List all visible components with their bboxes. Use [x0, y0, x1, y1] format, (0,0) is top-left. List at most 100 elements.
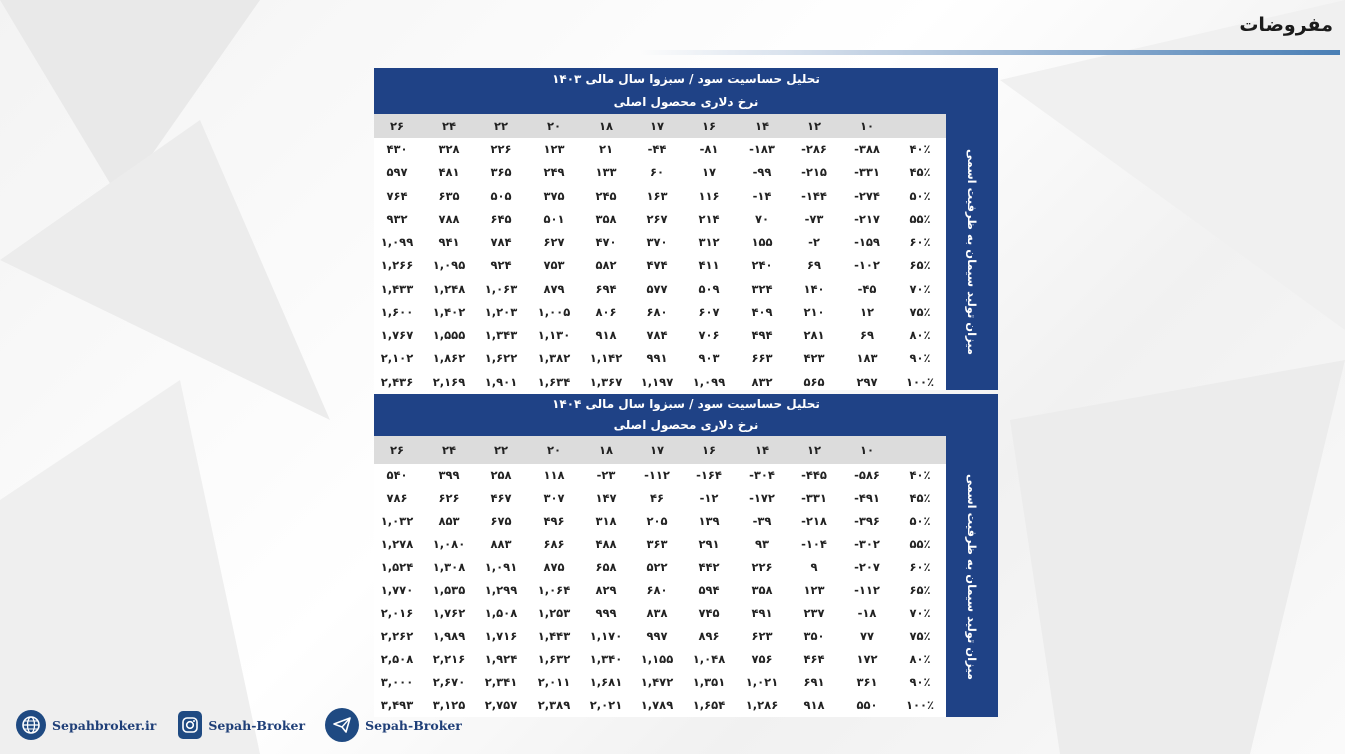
table-cell: ۱,۶۲۲	[484, 351, 518, 366]
table-cell: ۴۶	[649, 491, 665, 505]
table-cell: ۲,۵۰۸	[380, 652, 414, 666]
sensitivity-table-1403: تحلیل حساسیت سود / سبزوا سال مالی ۱۴۰۳ ن…	[374, 68, 998, 390]
table-cell: ۱,۲۵۳	[537, 606, 571, 620]
table-cell: ۲۱۴	[698, 211, 720, 226]
row-label: ۴۰٪	[909, 468, 931, 482]
telegram-link[interactable]: Sepah-Broker	[325, 708, 462, 742]
column-header: ۲۴	[441, 443, 457, 457]
table-cell: ۲۳۷	[803, 606, 825, 620]
table-cell: -۵۸۶	[854, 468, 880, 482]
column-header: ۱۸	[598, 119, 614, 133]
table-cell: -۱۴	[752, 188, 772, 203]
table-cell: ۷۴۵	[698, 606, 720, 620]
table-cell: ۱,۱۳۰	[537, 328, 571, 343]
table-cell: ۱۵۵	[751, 235, 773, 250]
table-cell: -۷۳	[804, 211, 824, 226]
row-label: ۶۰٪	[909, 235, 931, 250]
table-cell: ۲۴۵	[595, 188, 617, 203]
table-cell: ۶۵۸	[595, 560, 617, 574]
table-cell: ۵۵۰	[856, 698, 878, 712]
column-header: ۱۷	[649, 119, 665, 133]
table-cell: -۴۵	[857, 281, 877, 296]
table-cell: ۴۸۱	[438, 165, 460, 180]
row-label: ۷۵٪	[909, 304, 931, 319]
table-cell: ۱,۳۴۳	[484, 328, 518, 343]
table-cell: ۱,۱۹۷	[640, 374, 674, 389]
table-cell: ۱۱۸	[543, 468, 565, 482]
table-cell: ۱,۰۹۵	[432, 258, 466, 273]
column-header: ۱۶	[701, 119, 717, 133]
table-cell: ۴۰۹	[751, 304, 773, 319]
table-cell: ۲,۳۴۱	[484, 675, 518, 689]
table-cell: ۱,۰۰۵	[537, 304, 571, 319]
table-cell: ۱,۵۲۴	[380, 560, 414, 574]
table-cell: -۲۰۷	[854, 560, 880, 574]
table-cell: ۶۲۷	[543, 235, 565, 250]
table-cell: ۳۹۹	[438, 468, 460, 482]
table-cell: ۶۹۴	[595, 281, 617, 296]
table-cell: ۲۸۱	[803, 328, 825, 343]
table-cell: ۲,۰۱۱	[537, 675, 571, 689]
table-cell: ۶۹	[806, 258, 822, 273]
table-cell: ۱,۳۰۸	[432, 560, 466, 574]
table-subtitle: نرخ دلاری محصول اصلی	[374, 415, 998, 436]
table-cell: ۱۷	[701, 165, 717, 180]
table-cell: ۲,۰۱۶	[380, 606, 414, 620]
row-label: ۶۵٪	[909, 583, 931, 597]
table-cell: ۱,۵۵۵	[432, 328, 466, 343]
table-cell: ۳۷۰	[646, 235, 668, 250]
table-cell: ۱,۶۳۲	[537, 652, 571, 666]
column-header: ۱۰	[859, 443, 875, 457]
table-cell: ۶۰	[649, 165, 665, 180]
row-label: ۶۰٪	[909, 560, 931, 574]
table-cell: ۱,۰۹۱	[484, 560, 518, 574]
table-cell: ۶۲۶	[438, 491, 460, 505]
table-cell: ۴۶۷	[490, 491, 512, 505]
table-cell: ۴۲۳	[803, 351, 825, 366]
table-title: تحلیل حساسیت سود / سبزوا سال مالی ۱۴۰۴	[374, 394, 998, 415]
table-cell: ۱,۰۴۸	[692, 652, 726, 666]
table-cell: ۶۶۳	[751, 351, 773, 366]
row-label: ۴۰٪	[909, 142, 931, 156]
table-cell: ۳۵۰	[803, 629, 825, 643]
telegram-icon	[325, 708, 360, 742]
website-link[interactable]: Sepahbroker.ir	[16, 710, 156, 740]
table-cell: ۱,۰۶۴	[537, 583, 571, 597]
table-cell: -۳۰۴	[749, 468, 775, 482]
table-cell: ۵۲۲	[646, 560, 668, 574]
table-cell: -۱۸۳	[749, 142, 775, 156]
table-cell: ۵۸۲	[595, 258, 617, 273]
table-cell: ۴۱۱	[698, 258, 720, 273]
table-cell: -۱۸	[857, 606, 877, 620]
table-cell: -۳۳۱	[801, 491, 827, 505]
table-cell: ۲۱	[598, 142, 614, 156]
table-cell: ۵۴۰	[386, 468, 408, 482]
table-cell: ۱,۰۳۲	[380, 514, 414, 528]
table-cell: ۸۰۶	[595, 304, 617, 319]
column-header: ۲۶	[389, 443, 405, 457]
column-header: ۱۸	[598, 443, 614, 457]
table-cell: ۱,۵۳۵	[432, 583, 466, 597]
table-cell: ۹۰۳	[698, 351, 720, 366]
row-label: ۴۵٪	[909, 491, 931, 505]
table-cell: ۸۳۸	[646, 606, 668, 620]
row-axis-label-text: میزان تولید سیمان به ظرفیت اسمی	[965, 148, 979, 356]
instagram-link[interactable]: Sepah-Broker	[178, 711, 305, 739]
page-title: مفروضات	[1239, 14, 1333, 36]
table-cell: ۹۱۸	[595, 328, 617, 343]
table-cell: -۱۵۹	[854, 235, 880, 250]
table-cell: -۲۱۸	[801, 514, 827, 528]
table-cell: ۱,۳۴۰	[589, 652, 623, 666]
table-cell: ۳,۴۹۳	[380, 698, 414, 712]
row-label: ۷۰٪	[909, 606, 931, 620]
table-cell: ۷۵۳	[543, 258, 565, 273]
table-cell: ۱,۷۸۹	[640, 698, 674, 712]
table-cell: ۳۶۱	[856, 675, 878, 689]
table-cell: ۴۹۶	[543, 514, 565, 528]
table-cell: ۷۶۴	[386, 188, 408, 203]
instagram-text: Sepah-Broker	[208, 717, 306, 733]
column-header: ۲۴	[441, 119, 457, 133]
table-cell: -۳۹۶	[854, 514, 880, 528]
table-cell: ۱۶۳	[646, 188, 668, 203]
table-cell: ۳۰۷	[543, 491, 565, 505]
